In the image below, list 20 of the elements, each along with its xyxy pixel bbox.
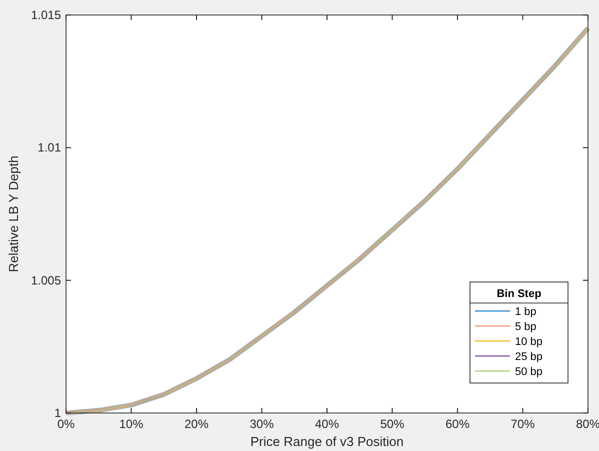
legend-label: 10 bp [515,336,543,348]
legend-label: 1 bp [515,306,536,318]
legend-label: 25 bp [515,351,543,363]
x-tick-label: 50% [380,417,405,431]
legend-label: 50 bp [515,366,543,378]
y-tick-label: 1 [54,406,62,420]
x-tick-label: 40% [314,417,340,431]
x-tick-label: 10% [119,417,144,431]
y-tick-label: 1.01 [38,140,62,155]
x-axis-title: Price Range of v3 Position [250,434,404,449]
y-tick-label: 1.005 [30,273,62,288]
y-tick-label: 1.015 [30,8,62,22]
x-tick-label: 20% [184,417,209,431]
x-tick-label: 0% [57,417,75,431]
x-tick-label: 70% [510,417,536,431]
y-axis-title: Relative LB Y Depth [6,156,21,272]
legend-title: Bin Step [496,288,542,300]
legend-label: 5 bp [515,321,536,333]
x-tick-label: 30% [250,417,274,431]
x-tick-label: 60% [445,417,470,431]
